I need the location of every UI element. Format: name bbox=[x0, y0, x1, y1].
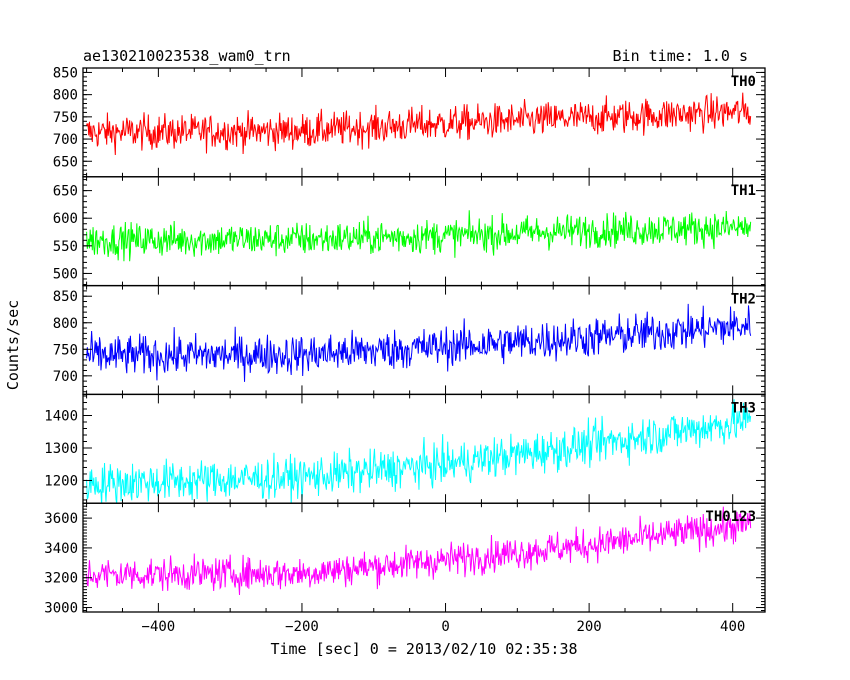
x-tick-label: 200 bbox=[576, 619, 601, 635]
y-tick-label: 3400 bbox=[44, 541, 78, 557]
y-tick-label: 850 bbox=[53, 65, 78, 81]
y-tick-label: 650 bbox=[53, 154, 78, 170]
x-axis-label: Time [sec] 0 = 2013/02/10 02:35:38 bbox=[270, 640, 577, 658]
panel-th3: 1200 1300 1400 TH3 bbox=[44, 393, 766, 504]
y-tick-label: 1300 bbox=[44, 441, 78, 457]
series-line-th2 bbox=[86, 303, 752, 382]
bin-time-label: Bin time: 1.0 s bbox=[613, 47, 748, 65]
panel-label: TH2 bbox=[731, 292, 756, 308]
x-tick-label: −400 bbox=[142, 619, 176, 635]
panel-th0: 650 700 750 800 850 TH0 bbox=[53, 65, 766, 178]
y-tick-label: 500 bbox=[53, 266, 78, 282]
panel-th1: 500 550 600 650 TH1 bbox=[53, 176, 766, 287]
panel-frame bbox=[82, 502, 766, 613]
panel-label: TH3 bbox=[731, 400, 756, 416]
y-tick-label: 550 bbox=[53, 239, 78, 255]
y-tick-label: 1400 bbox=[44, 409, 78, 425]
y-tick-label: 800 bbox=[53, 316, 78, 332]
panel-label: TH0 bbox=[731, 74, 756, 90]
x-tick-label: 0 bbox=[441, 619, 449, 635]
x-tick-label: 400 bbox=[720, 619, 745, 635]
y-tick-label: 3600 bbox=[44, 511, 78, 527]
y-tick-label: 3000 bbox=[44, 601, 78, 617]
y-tick-label: 700 bbox=[53, 132, 78, 148]
y-axis-label: Counts/sec bbox=[4, 300, 22, 390]
panel-label: TH0123 bbox=[705, 509, 756, 525]
y-tick-label: 800 bbox=[53, 88, 78, 104]
y-tick-label: 850 bbox=[53, 289, 78, 305]
chart-title: ae130210023538_wam0_trn bbox=[83, 47, 291, 65]
x-tick-label: −200 bbox=[285, 619, 319, 635]
panel-th2: 700 750 800 850 TH2 bbox=[53, 284, 766, 396]
panel-frame bbox=[82, 176, 766, 287]
y-tick-label: 1200 bbox=[44, 473, 78, 489]
y-tick-label: 600 bbox=[53, 211, 78, 227]
series-line-th0 bbox=[86, 92, 752, 156]
series-line-th3 bbox=[86, 399, 752, 504]
y-tick-label: 750 bbox=[53, 110, 78, 126]
series-line-th1 bbox=[86, 210, 752, 262]
y-tick-label: 650 bbox=[53, 184, 78, 200]
y-tick-label: 3200 bbox=[44, 571, 78, 587]
y-tick-label: 750 bbox=[53, 342, 78, 358]
y-tick-label: 700 bbox=[53, 369, 78, 385]
panel-th0123: 3000 3200 3400 3600 TH0123 bbox=[44, 502, 766, 617]
panel-label: TH1 bbox=[731, 183, 756, 199]
series-line-th0123 bbox=[86, 506, 752, 595]
